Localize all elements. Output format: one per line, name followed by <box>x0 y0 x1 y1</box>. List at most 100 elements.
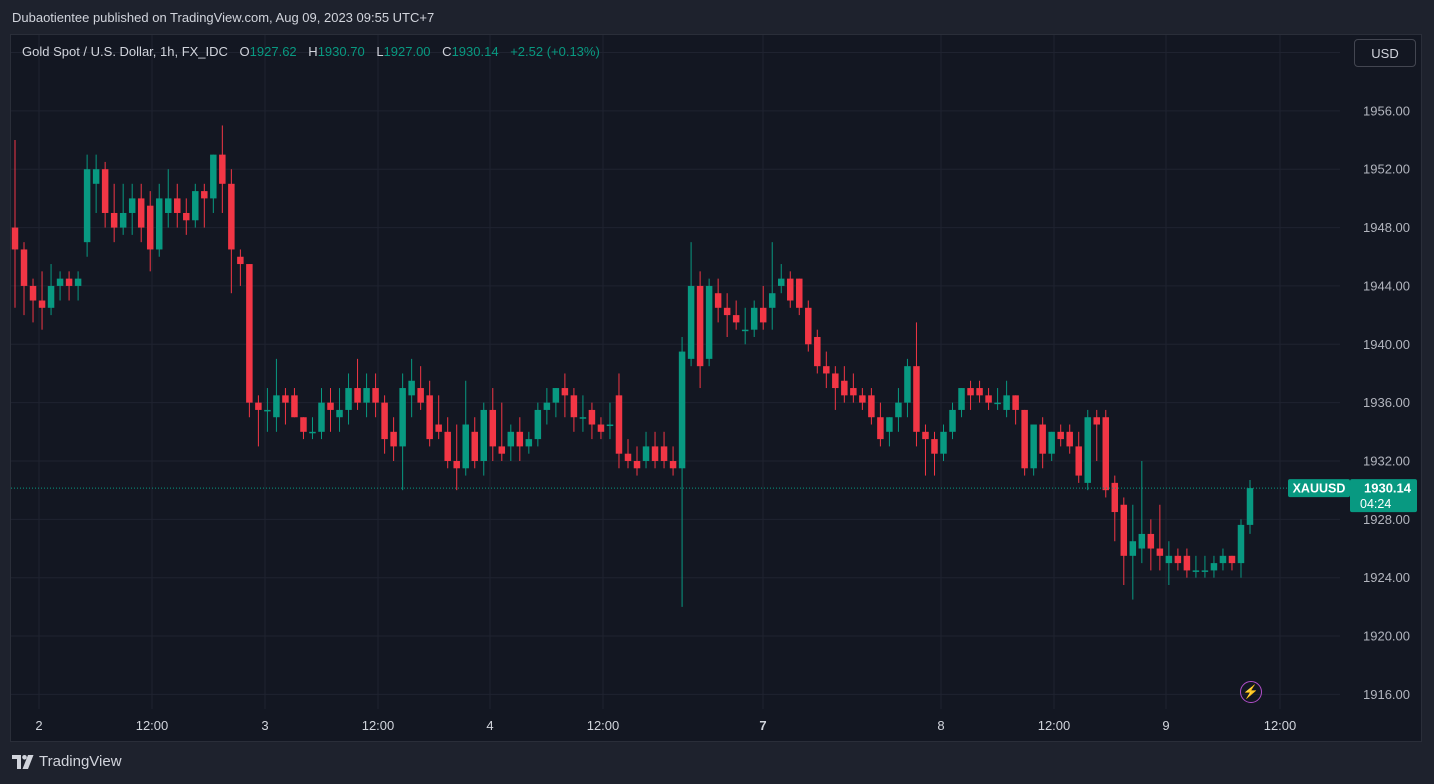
candle-body <box>777 278 785 286</box>
y-tick-label: 1924.00 <box>1363 570 1410 585</box>
tradingview-logo-icon <box>12 754 34 769</box>
currency-button[interactable]: USD <box>1354 39 1416 67</box>
tradingview-logo[interactable]: TradingView <box>12 753 122 770</box>
candle-body <box>949 409 956 432</box>
candle-body <box>1201 570 1209 572</box>
candle-down <box>327 388 334 432</box>
candle-up <box>83 154 91 257</box>
candle-down <box>219 125 226 213</box>
y-tick-label: 1920.00 <box>1363 629 1410 644</box>
candle-body <box>976 388 983 396</box>
candle-up <box>606 402 614 440</box>
candle-body <box>1246 488 1254 525</box>
candle-body <box>904 366 911 403</box>
candle-down <box>1174 548 1182 571</box>
candle-down <box>11 140 19 308</box>
candle-down <box>38 271 46 330</box>
chart-legend: Gold Spot / U.S. Dollar, 1h, FX_IDC O192… <box>22 44 600 59</box>
legend-low-value: 1927.00 <box>383 44 431 59</box>
chart-panel[interactable] <box>10 34 1422 742</box>
candle-body <box>534 409 542 440</box>
candle-down <box>714 278 722 323</box>
candle-down <box>759 285 767 330</box>
candle-up <box>408 358 415 418</box>
candle-body <box>651 446 659 461</box>
legend-close-value: 1930.14 <box>451 44 499 59</box>
candle-body <box>408 380 415 396</box>
candle-body <box>137 198 145 228</box>
candle-body <box>435 424 442 432</box>
candle-down <box>976 380 983 403</box>
candle-down <box>796 278 803 316</box>
candle-up <box>886 417 893 447</box>
candle-body <box>219 154 226 184</box>
candle-up <box>47 264 55 316</box>
candle-down <box>237 249 244 286</box>
candle-body <box>588 409 596 425</box>
candle-body <box>1075 446 1082 476</box>
candle-up <box>119 183 127 235</box>
candle-body <box>633 460 641 469</box>
candle-down <box>516 417 524 461</box>
candle-up <box>1129 504 1137 600</box>
candle-body <box>543 402 551 410</box>
candle-down <box>453 424 460 491</box>
x-tick-label: 12:00 <box>362 718 395 733</box>
legend-high-label: H <box>308 44 318 59</box>
candle-body <box>1156 548 1164 556</box>
lightning-icon[interactable]: ⚡ <box>1240 681 1262 703</box>
candle-down <box>841 366 848 403</box>
candle-down <box>696 271 704 389</box>
candle-up <box>1165 541 1173 585</box>
candle-up <box>165 169 172 228</box>
candle-down <box>1102 409 1110 498</box>
candle-down <box>732 300 740 330</box>
candle-up <box>705 278 713 367</box>
candle-up <box>128 183 136 235</box>
candle-down <box>1075 431 1082 483</box>
candle-body <box>787 278 794 301</box>
candle-up <box>1138 460 1146 564</box>
candle-body <box>678 351 686 469</box>
candle-down <box>29 278 37 323</box>
candle-up <box>507 424 515 461</box>
legend-change: +2.52 (+0.13%) <box>510 44 600 59</box>
candle-body <box>931 439 938 454</box>
candle-body <box>92 169 100 184</box>
candle-down <box>1093 409 1100 461</box>
candle-body <box>958 388 965 410</box>
candle-body <box>913 366 920 432</box>
candle-body <box>1210 563 1218 571</box>
x-tick-label: 8 <box>937 718 944 733</box>
candle-down <box>823 351 830 389</box>
candle-up <box>642 431 650 469</box>
candle-body <box>1228 555 1236 564</box>
candle-body <box>570 395 578 418</box>
candle-body <box>363 388 370 403</box>
candle-down <box>417 366 424 410</box>
candle-up <box>1084 409 1091 491</box>
candle-down <box>1021 409 1028 476</box>
candle-body <box>291 395 298 418</box>
candle-body <box>552 388 560 403</box>
candle-body <box>300 417 307 432</box>
candle-body <box>155 198 163 250</box>
candle-body <box>642 446 650 461</box>
candle-body <box>74 278 82 286</box>
candle-body <box>1174 555 1182 564</box>
candle-up <box>1210 555 1218 578</box>
candle-body <box>426 395 433 440</box>
candle-body <box>1111 482 1119 513</box>
candle-body <box>345 388 352 410</box>
candle-up <box>1201 555 1209 578</box>
candle-down <box>282 388 289 425</box>
candle-down <box>146 191 154 272</box>
candle-body <box>390 431 397 447</box>
candle-body <box>318 402 325 432</box>
candle-body <box>128 198 136 213</box>
candle-up <box>1219 548 1227 571</box>
candle-down <box>651 431 659 469</box>
candle-down <box>201 183 208 228</box>
candle-body <box>462 424 469 469</box>
